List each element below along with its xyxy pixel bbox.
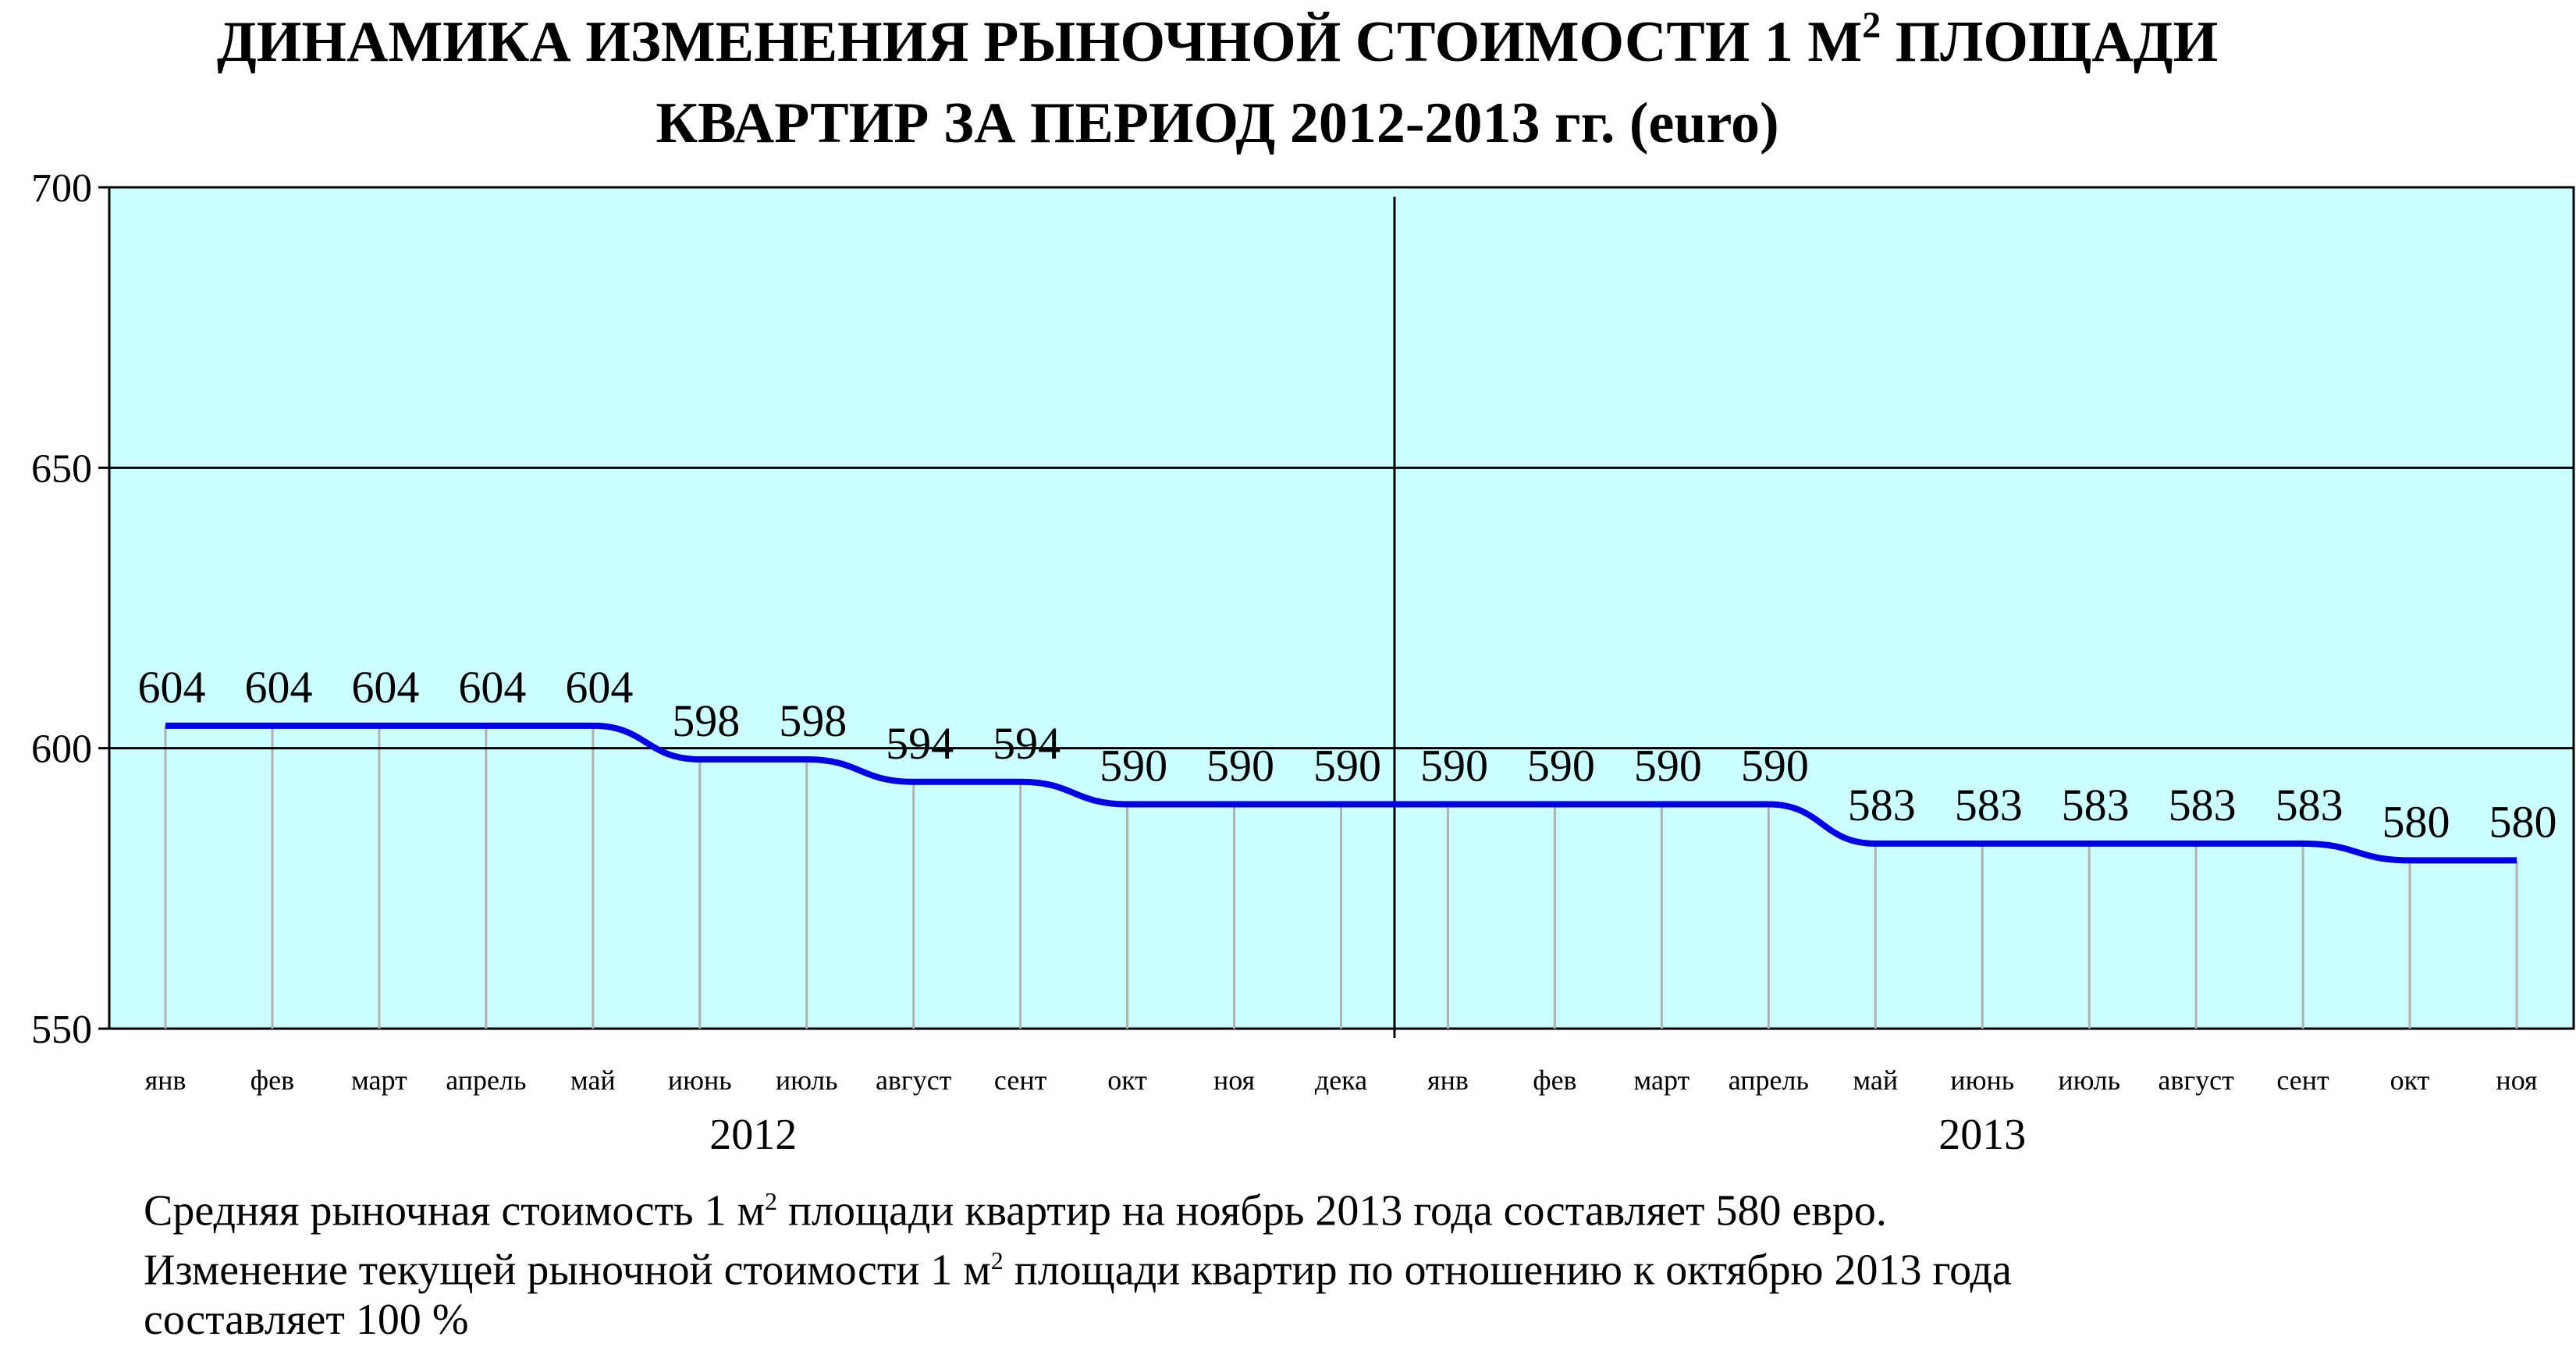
x-tick-label: март — [1633, 1065, 1690, 1096]
x-tick-label: май — [1853, 1065, 1898, 1096]
gridlines — [109, 466, 2574, 750]
data-label: 604 — [458, 662, 526, 713]
year-labels: 2012 2013 — [709, 1111, 2026, 1159]
data-label: 604 — [565, 662, 633, 713]
year-label: 2013 — [1938, 1111, 2026, 1159]
drop-lines — [164, 725, 2518, 1029]
x-tick-label: окт — [2390, 1065, 2430, 1096]
data-label: 590 — [1206, 741, 1274, 791]
x-tick-label: фев — [1533, 1065, 1576, 1096]
x-tick-label: янв — [145, 1065, 187, 1096]
data-labels: 604 604 604 604 604 598 598 594 594 590 590 590 590 5… — [138, 662, 2557, 847]
x-tick-label: март — [351, 1065, 407, 1096]
x-tick-label: июнь — [668, 1065, 732, 1096]
x-tick-label: август — [876, 1065, 952, 1096]
chart-title-line1: ДИНАМИКА ИЗМЕНЕНИЯ РЫНОЧНОЙ СТОИМОСТИ 1 … — [217, 5, 2218, 74]
data-label: 598 — [672, 695, 740, 746]
y-axis-ticks: 550 600 650 700 — [31, 166, 109, 1052]
data-label: 583 — [2169, 780, 2237, 830]
data-label: 598 — [779, 695, 847, 746]
x-tick-label: окт — [1107, 1065, 1147, 1096]
x-tick-label: июнь — [1950, 1065, 2014, 1096]
data-label: 604 — [244, 662, 312, 713]
x-tick-label: апрель — [446, 1065, 526, 1096]
y-tick-label: 600 — [31, 727, 92, 772]
note-line3: составляет 100 % — [144, 1296, 469, 1344]
x-tick-label: ноя — [2496, 1065, 2537, 1096]
data-label: 590 — [1420, 741, 1488, 791]
x-tick-label: апрель — [1729, 1065, 1809, 1096]
data-label: 590 — [1100, 741, 1167, 791]
x-tick-label: май — [570, 1065, 616, 1096]
x-tick-label: янв — [1427, 1065, 1469, 1096]
data-label: 604 — [138, 662, 206, 713]
x-tick-label: сент — [2276, 1065, 2329, 1096]
note-line2: Изменение текущей рыночной стоимости 1 м… — [144, 1246, 2012, 1295]
x-tick-label: июль — [2058, 1065, 2120, 1096]
y-tick-label: 650 — [31, 446, 92, 491]
data-label: 583 — [1955, 780, 2023, 830]
data-label: 604 — [351, 662, 419, 713]
x-tick-label: фев — [250, 1065, 294, 1096]
year-label: 2012 — [709, 1111, 797, 1159]
data-label: 583 — [1848, 780, 1916, 830]
x-axis-ticks: янв фев март апрель май июнь июль август сент окт… — [145, 1065, 2538, 1096]
chart-title-line2: КВАРТИР ЗА ПЕРИОД 2012-2013 гг. (euro) — [656, 91, 1778, 155]
x-tick-label: август — [2158, 1065, 2234, 1096]
data-label: 590 — [1634, 741, 1702, 791]
data-label: 580 — [2382, 796, 2450, 847]
data-label: 590 — [1313, 741, 1381, 791]
data-label: 590 — [1741, 741, 1809, 791]
x-tick-label: сент — [994, 1065, 1047, 1096]
x-tick-label: ноя — [1213, 1065, 1255, 1096]
data-label: 580 — [2489, 796, 2557, 847]
data-label: 594 — [993, 718, 1061, 769]
y-tick-label: 550 — [31, 1008, 92, 1052]
series-line — [165, 722, 2517, 864]
data-label: 590 — [1527, 741, 1595, 791]
data-label: 583 — [2276, 780, 2343, 830]
x-tick-label: дека — [1315, 1065, 1367, 1096]
data-label: 594 — [886, 718, 954, 769]
data-label: 583 — [2062, 780, 2130, 830]
note-line1: Средняя рыночная стоимость 1 м2 площади … — [144, 1186, 1887, 1235]
y-tick-label: 700 — [31, 166, 92, 211]
x-tick-label: июль — [776, 1065, 838, 1096]
